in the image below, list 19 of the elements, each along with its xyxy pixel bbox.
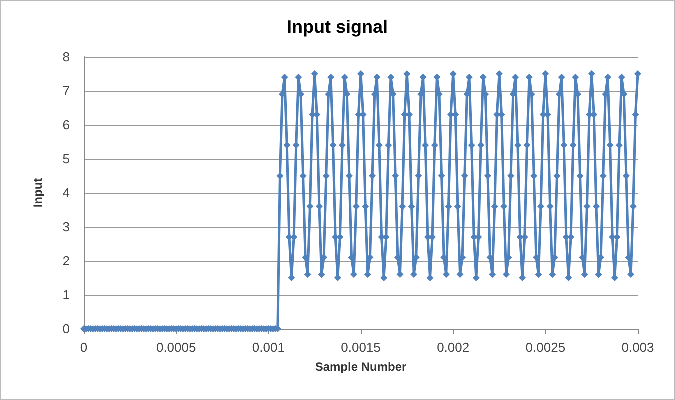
x-axis-title: Sample Number xyxy=(315,360,408,374)
x-tick-label: 0.002 xyxy=(437,340,470,355)
y-tick-label: 4 xyxy=(62,186,70,200)
y-tick-label: 8 xyxy=(62,50,70,64)
y-tick-label: 1 xyxy=(62,288,70,302)
x-tick-label: 0.0025 xyxy=(526,340,566,355)
x-tick-label: 0 xyxy=(80,340,88,355)
y-tick-label: 5 xyxy=(62,152,70,166)
y-tick-label: 0 xyxy=(62,322,70,336)
y-tick-label: 7 xyxy=(62,84,70,98)
y-axis-title: Input xyxy=(31,178,45,208)
y-tick-label: 6 xyxy=(62,118,70,132)
chart-title: Input signal xyxy=(287,17,388,37)
x-tick-label: 0.0015 xyxy=(341,340,381,355)
y-tick-label: 2 xyxy=(62,254,70,268)
x-tick-label: 0.001 xyxy=(252,340,285,355)
y-tick-label: 3 xyxy=(62,220,70,234)
x-tick-label: 0.0005 xyxy=(156,340,196,355)
x-tick-label: 0.003 xyxy=(622,340,654,355)
